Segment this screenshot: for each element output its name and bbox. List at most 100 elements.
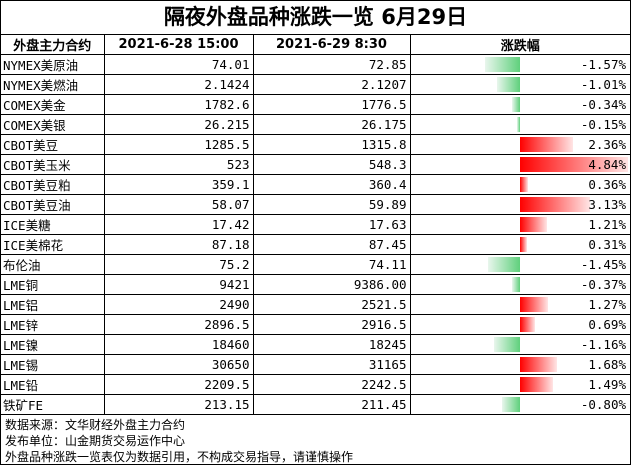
price-curr: 548.3 (252, 154, 411, 175)
change-cell: 0.36% (409, 174, 630, 195)
price-prev: 26.215 (103, 114, 254, 135)
price-curr: 2916.5 (252, 314, 411, 335)
price-curr: 59.89 (252, 194, 411, 215)
change-percent: 4.84% (588, 157, 626, 172)
price-table: 外盘主力合约 2021-6-28 15:00 2021-6-29 8:30 涨跌… (1, 35, 630, 415)
contract-name: LME锌 (1, 314, 105, 335)
contract-name: NYMEX美原油 (1, 54, 105, 75)
table-row: CBOT美玉米 523 548.3 4.84% (1, 154, 630, 175)
footer-disclaimer: 外盘品种涨跌一览表仅为数据引用，不构成交易指导，请谨慎操作 (5, 450, 354, 464)
change-percent: -0.80% (580, 397, 626, 412)
change-bar-down (517, 117, 521, 132)
change-percent: 1.27% (588, 297, 626, 312)
change-percent: -1.16% (580, 337, 626, 352)
contract-name: COMEX美金 (1, 94, 105, 115)
change-bar-down (497, 77, 521, 92)
change-cell: 0.31% (409, 234, 630, 255)
table-row: LME镍 18460 18245 -1.16% (1, 334, 630, 355)
contract-name: 布伦油 (1, 254, 105, 275)
table-row: ICE美棉花 87.18 87.45 0.31% (1, 234, 630, 255)
change-percent: -1.45% (580, 257, 626, 272)
change-percent: -1.57% (580, 57, 626, 72)
change-cell: -1.16% (409, 334, 630, 355)
change-cell: -1.01% (409, 74, 630, 95)
contract-name: LME锡 (1, 354, 105, 375)
price-curr: 2.1207 (252, 74, 411, 95)
change-cell: 3.13% (409, 194, 630, 215)
price-prev: 17.42 (103, 214, 254, 235)
change-cell: 1.68% (409, 354, 630, 375)
contract-name: ICE美糖 (1, 214, 105, 235)
price-curr: 1315.8 (252, 134, 411, 155)
change-percent: 2.36% (588, 137, 626, 152)
change-bar-down (512, 277, 521, 292)
price-prev: 359.1 (103, 174, 254, 195)
contract-name: CBOT美玉米 (1, 154, 105, 175)
change-bar-up (520, 377, 554, 392)
price-prev: 30650 (103, 354, 254, 375)
contract-name: NYMEX美燃油 (1, 74, 105, 95)
price-curr: 360.4 (252, 174, 411, 195)
table-row: NYMEX美燃油 2.1424 2.1207 -1.01% (1, 74, 630, 95)
price-curr: 87.45 (252, 234, 411, 255)
change-percent: 1.21% (588, 217, 626, 232)
price-prev: 87.18 (103, 234, 254, 255)
change-bar-up (520, 177, 529, 192)
price-curr: 74.11 (252, 254, 411, 275)
table-row: 铁矿FE 213.15 211.45 -0.80% (1, 394, 630, 415)
change-cell: 0.69% (409, 314, 630, 335)
price-prev: 2.1424 (103, 74, 254, 95)
table-row: LME铅 2209.5 2242.5 1.49% (1, 374, 630, 395)
change-cell: -1.45% (409, 254, 630, 275)
price-prev: 1782.6 (103, 94, 254, 115)
price-prev: 75.2 (103, 254, 254, 275)
contract-name: ICE美棉花 (1, 234, 105, 255)
change-bar-down (502, 397, 521, 412)
change-cell: -1.57% (409, 54, 630, 75)
change-cell: -0.34% (409, 94, 630, 115)
change-cell: -0.15% (409, 114, 630, 135)
header-date-2: 2021-6-29 8:30 (252, 35, 411, 55)
price-prev: 2490 (103, 294, 254, 315)
table-row: COMEX美金 1782.6 1776.5 -0.34% (1, 94, 630, 115)
change-percent: -0.37% (580, 277, 626, 292)
contract-name: LME铅 (1, 374, 105, 395)
contract-name: LME铜 (1, 274, 105, 295)
price-curr: 26.175 (252, 114, 411, 135)
change-percent: -0.34% (580, 97, 626, 112)
price-prev: 213.15 (103, 394, 254, 415)
change-cell: -0.37% (409, 274, 630, 295)
change-bar-up (520, 357, 558, 372)
change-percent: 3.13% (588, 197, 626, 212)
change-bar-up (520, 237, 528, 252)
change-percent: 0.69% (588, 317, 626, 332)
price-prev: 58.07 (103, 194, 254, 215)
change-bar-up (520, 137, 574, 152)
price-prev: 1285.5 (103, 134, 254, 155)
contract-name: LME铝 (1, 294, 105, 315)
change-cell: 1.21% (409, 214, 630, 235)
price-curr: 31165 (252, 354, 411, 375)
table-row: CBOT美豆粕 359.1 360.4 0.36% (1, 174, 630, 195)
change-cell: -0.80% (409, 394, 630, 415)
price-prev: 523 (103, 154, 254, 175)
change-percent: 1.68% (588, 357, 626, 372)
contract-name: COMEX美银 (1, 114, 105, 135)
price-curr: 18245 (252, 334, 411, 355)
price-curr: 1776.5 (252, 94, 411, 115)
price-curr: 9386.00 (252, 274, 411, 295)
header-date-1: 2021-6-28 15:00 (103, 35, 254, 55)
price-curr: 2521.5 (252, 294, 411, 315)
contract-name: CBOT美豆油 (1, 194, 105, 215)
change-percent: 0.36% (588, 177, 626, 192)
price-prev: 74.01 (103, 54, 254, 75)
contract-name: CBOT美豆 (1, 134, 105, 155)
change-cell: 1.49% (409, 374, 630, 395)
change-bar-up (520, 197, 591, 212)
change-cell: 4.84% (409, 154, 630, 175)
table-row: NYMEX美原油 74.01 72.85 -1.57% (1, 54, 630, 75)
change-percent: 1.49% (588, 377, 626, 392)
price-curr: 211.45 (252, 394, 411, 415)
change-percent: -1.01% (580, 77, 626, 92)
